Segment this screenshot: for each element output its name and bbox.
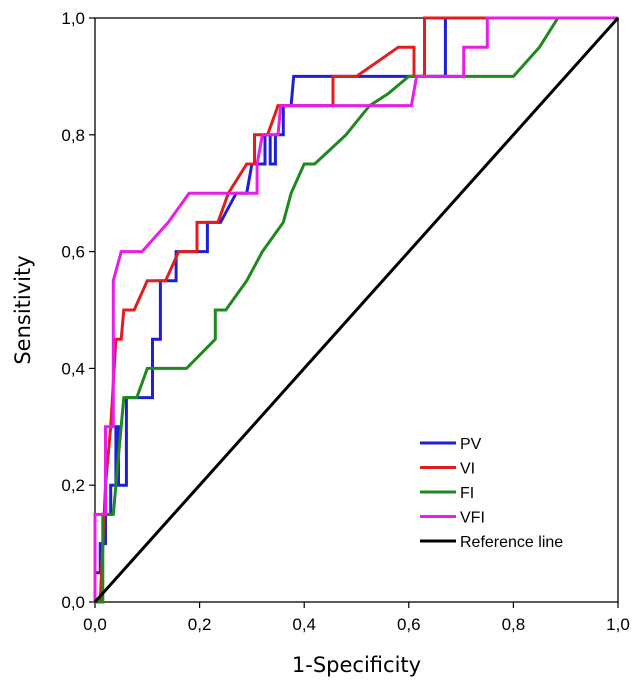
plot-frame	[94, 17, 619, 603]
y-tick-label: 0,2	[61, 476, 85, 495]
y-axis-label: Sensitivity	[11, 255, 35, 364]
legend-label: VFI	[460, 510, 485, 527]
y-tick-label: 0,8	[61, 126, 85, 145]
y-tick-label: 1,0	[61, 9, 85, 28]
legend-label: Reference line	[460, 534, 563, 551]
y-tick-label: 0,0	[61, 593, 85, 612]
y-tick-label: 0,4	[61, 359, 85, 378]
legend: PV VI FI VFI Reference line	[420, 436, 563, 551]
series-line-vfi	[93, 16, 618, 602]
x-tick-label: 0,2	[188, 615, 212, 634]
legend-label: VI	[460, 461, 475, 478]
series-layer	[93, 16, 620, 604]
x-tick-label: 0,8	[502, 615, 526, 634]
x-axis-ticks: 0,0 0,2 0,4 0,6 0,8 1,0	[83, 602, 630, 634]
x-tick-label: 0,4	[292, 615, 316, 634]
x-tick-label: 0,0	[83, 615, 107, 634]
legend-label: FI	[460, 485, 474, 502]
x-axis-label: 1-Specificity	[292, 653, 421, 677]
y-tick-label: 0,6	[61, 243, 85, 262]
x-tick-label: 1,0	[606, 615, 630, 634]
legend-label: PV	[460, 436, 482, 453]
series-line-reference-line	[93, 16, 620, 604]
y-axis-ticks: 0,0 0,2 0,4 0,6 0,8 1,0	[61, 9, 95, 612]
x-tick-label: 0,6	[397, 615, 421, 634]
